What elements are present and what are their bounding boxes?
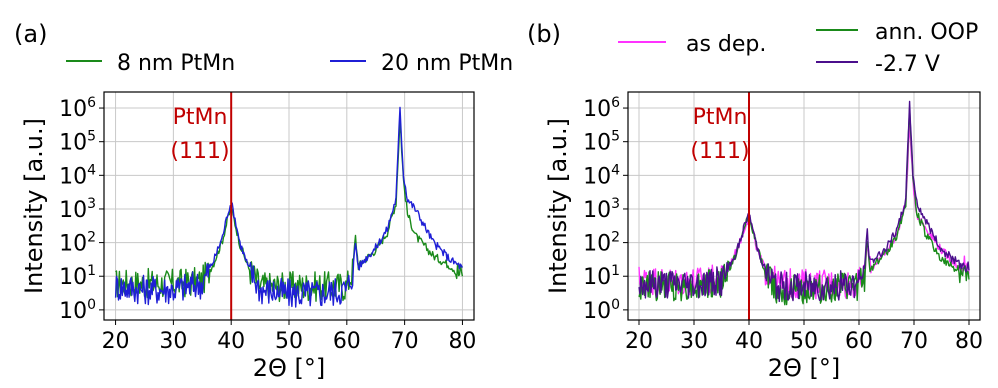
x-tick-label: 80 — [955, 329, 983, 354]
panel-label: (a) — [14, 20, 47, 48]
y-tick-label: 105 — [583, 129, 620, 156]
y-axis-label: Intensity [a.u.] — [20, 118, 48, 294]
panel-a: (a) PtMn (111) 20 30 40 50 60 70 80 100 101 102 103 10… — [14, 20, 513, 382]
y-tick-label: 104 — [59, 162, 96, 189]
x-tick-label: 20 — [625, 329, 653, 354]
x-tick-label: 40 — [217, 329, 245, 354]
legend: as dep. ann. OOP -2.7 V — [618, 20, 978, 77]
x-tick-label: 70 — [391, 329, 419, 354]
legend-label: -2.7 V — [875, 52, 940, 77]
y-tick-label: 102 — [583, 230, 620, 257]
series-group — [114, 106, 464, 308]
grid — [628, 92, 980, 320]
x-tick-label: 30 — [159, 329, 187, 354]
legend-label: as dep. — [686, 32, 766, 57]
x-tick-label: 70 — [900, 329, 928, 354]
x-tick-label: 50 — [790, 329, 818, 354]
y-tick-label: 106 — [583, 95, 620, 122]
annotation-label: (111) — [170, 139, 229, 164]
annotation-label: (111) — [690, 139, 749, 164]
y-tick-label: 103 — [59, 196, 96, 223]
y-axis-label: Intensity [a.u.] — [544, 118, 572, 294]
panel-label: (b) — [527, 20, 561, 48]
y-tick-label: 101 — [583, 263, 620, 290]
x-axis-label: 2Θ [°] — [768, 354, 841, 382]
legend-label: 8 nm PtMn — [117, 51, 235, 76]
legend: 8 nm PtMn 20 nm PtMn — [66, 51, 513, 76]
x-tick-label: 40 — [735, 329, 763, 354]
series-line-20-nm-ptmn — [114, 106, 464, 308]
annotation-label: PtMn — [693, 105, 748, 130]
x-tick-label: 30 — [680, 329, 708, 354]
y-tick-label: 102 — [59, 230, 96, 257]
series-line-2-7-v — [638, 100, 970, 303]
y-tick-label: 104 — [583, 162, 620, 189]
grid — [104, 92, 474, 320]
y-tick-label: 101 — [59, 263, 96, 290]
legend-label: ann. OOP — [875, 20, 978, 45]
annotation-label: PtMn — [173, 105, 228, 130]
series-group — [638, 100, 970, 306]
x-tick-label: 60 — [333, 329, 361, 354]
x-tick-label: 60 — [845, 329, 873, 354]
legend-label: 20 nm PtMn — [381, 51, 513, 76]
y-tick-label: 106 — [59, 95, 96, 122]
y-tick-label: 103 — [583, 196, 620, 223]
y-tick-label: 105 — [59, 129, 96, 156]
x-tick-label: 80 — [448, 329, 476, 354]
series-line-as-dep — [638, 125, 970, 300]
y-tick-label: 100 — [59, 297, 96, 324]
x-tick-label: 20 — [102, 329, 130, 354]
y-tick-label: 100 — [583, 297, 620, 324]
x-axis-label: 2Θ [°] — [253, 354, 326, 382]
panel-b: (b) PtMn (111) 20 30 40 50 60 70 80 100 101 102 103 10… — [527, 20, 983, 382]
x-tick-label: 50 — [275, 329, 303, 354]
